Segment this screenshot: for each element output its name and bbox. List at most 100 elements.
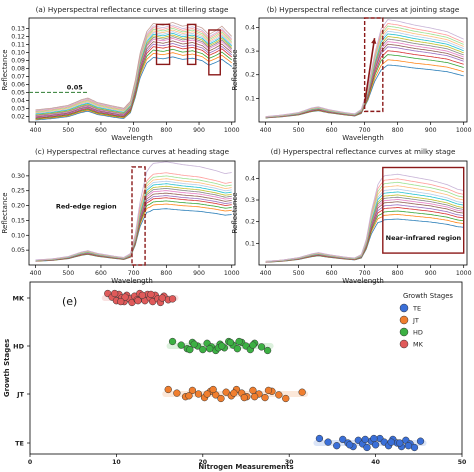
x-axis-label: Wavelength [342,134,384,142]
point-mk [121,293,129,301]
x-tick-label: 40 [371,459,380,466]
x-tick-label: 1000 [456,270,472,277]
panel-title: (a) Hyperspectral reflectance curves at … [36,5,229,14]
point-jt [203,390,211,398]
point-hd [177,341,185,349]
y-tick-label: JT [16,391,24,399]
point-jt [261,393,269,402]
highlight-box-2 [186,23,197,66]
reference-label: 0.05 [67,83,84,91]
x-tick-label: 500 [62,127,74,134]
point-te [370,434,378,443]
point-jt [230,389,238,397]
spectral-panel-2: (b) Hyperspectral reflectance curves at … [231,5,472,142]
point-te [410,443,419,452]
y-tick-label: 0.4 [245,175,255,182]
x-tick-label: 500 [62,270,74,277]
y-tick-label: 0.3 [245,197,255,204]
x-axis-label: Nitrogen Measurements [198,463,293,471]
y-axis-label: Reflectance [1,192,9,233]
legend-marker-mk [399,339,409,349]
point-hd [235,337,243,346]
y-axis-label: Reflectance [231,192,239,233]
point-mk [111,289,119,298]
x-tick-label: 600 [95,270,107,277]
panel-label: (e) [62,295,77,308]
x-tick-label: 900 [425,127,437,134]
x-axis-label: Wavelength [111,277,153,285]
point-te [346,441,354,449]
legend-label-mk: MK [413,341,424,349]
x-tick-label: 10 [112,459,121,466]
y-tick-label: 0.12 [11,33,25,40]
x-tick-label: 500 [293,127,305,134]
point-hd [249,341,257,349]
legend-label-hd: HD [413,329,423,337]
point-jt [209,385,217,394]
x-axis-label: Wavelength [342,277,384,285]
y-tick-label: 0.03 [11,105,25,112]
y-tick-label: 0.05 [11,89,25,96]
y-axis-label: Reflectance [1,49,9,90]
region-label: Red-edge region [56,203,117,211]
x-tick-label: 600 [326,270,338,277]
legend-marker-te [399,303,409,313]
y-axis-label: Growth Stages [3,339,11,397]
point-hd [218,342,226,350]
panel-title: (c) Hyperspectral reflectance curves at … [35,147,230,156]
y-tick-label: 0.4 [245,24,255,31]
x-tick-label: 50 [458,459,467,466]
point-mk [158,294,166,302]
spectral-panel-4: (d) Hyperspectral reflectance curves at … [231,147,472,285]
y-tick-label: 0.04 [11,97,25,104]
x-tick-label: 900 [193,270,205,277]
y-tick-label: 0.10 [11,49,25,56]
point-te [387,438,395,446]
point-te [396,439,404,447]
point-hd [233,345,242,353]
panel-title: (d) Hyperspectral reflectance curves at … [271,147,456,156]
point-jt [249,386,257,395]
y-tick-label: 0.1 [245,240,255,247]
y-tick-label: 0.15 [11,217,25,224]
point-te [361,435,369,444]
x-tick-label: 700 [128,270,140,277]
point-jt [298,388,306,396]
y-tick-label: 0.09 [11,57,25,64]
legend: Growth Stages TE JT HD MK [399,292,453,349]
point-mk [147,290,155,299]
y-tick-label: 0.2 [245,72,255,79]
x-tick-label: 1000 [224,270,240,277]
point-hd [186,345,194,354]
spectral-curve-1 [35,208,232,262]
panel-title: (b) Hyperspectral reflectance curves at … [267,5,460,14]
x-tick-label: 400 [30,127,42,134]
x-tick-label: 1000 [456,127,472,134]
x-tick-label: 400 [260,270,272,277]
point-hd [190,340,198,348]
x-tick-label: 30 [285,459,294,466]
x-tick-label: 700 [359,127,371,134]
point-te [333,442,341,450]
point-te [363,443,371,452]
plot-frame [29,281,463,455]
y-tick-label: 0.07 [11,73,25,80]
x-tick-label: 700 [128,127,140,134]
spectral-curve-16 [35,22,232,111]
y-tick-label: 0.30 [11,173,25,180]
x-tick-label: 600 [326,127,338,134]
legend-label-te: TE [412,305,421,313]
point-hd [263,346,272,355]
highlight-box-1 [155,23,171,66]
x-tick-label: 600 [95,127,107,134]
point-jt [240,393,248,402]
legend-marker-hd [399,327,409,337]
point-jt [173,389,181,397]
y-tick-label: 0.2 [245,219,255,226]
y-tick-label: HD [13,343,24,351]
plot-frame [258,160,468,266]
highlight-box-1 [382,166,465,254]
y-tick-label: MK [12,295,24,303]
x-tick-label: 900 [193,127,205,134]
